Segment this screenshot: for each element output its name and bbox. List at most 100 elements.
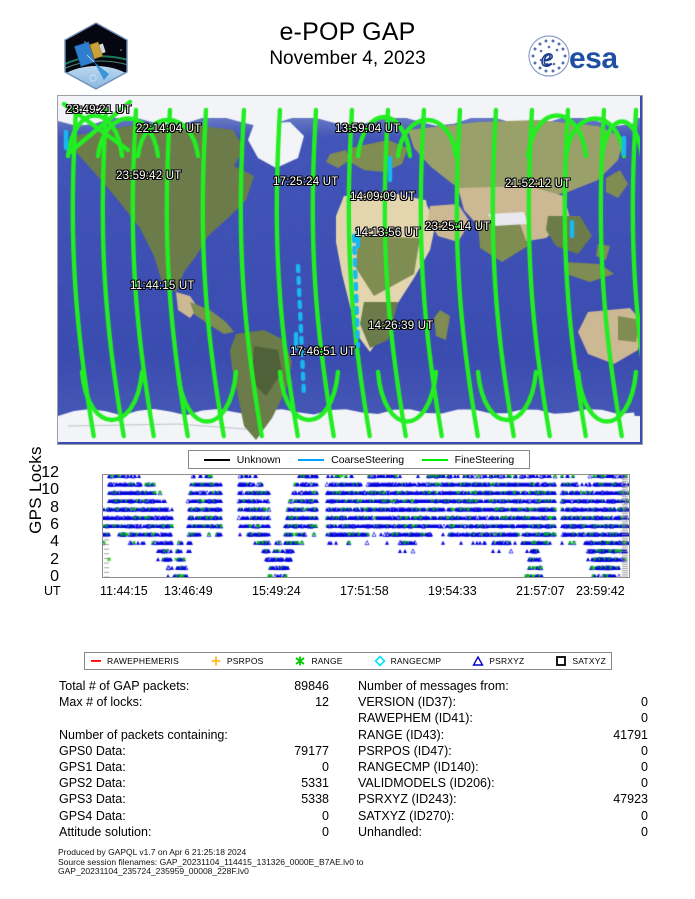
statistic-value: 47923 bbox=[613, 791, 648, 807]
statistic-label: GPS1 Data: bbox=[59, 759, 126, 775]
statistic-value: 0 bbox=[641, 824, 648, 840]
statistic-row: VALIDMODELS (ID206): 0 bbox=[358, 775, 648, 791]
statistic-row: SATXYZ (ID270): 0 bbox=[358, 808, 648, 824]
statistic-value: 0 bbox=[322, 824, 329, 840]
gps-locks-x-tick: 23:59:42 bbox=[576, 584, 625, 598]
gps-locks-plot-canvas bbox=[103, 475, 629, 577]
statistic-row: VERSION (ID37): 0 bbox=[358, 694, 648, 710]
steering-legend-label: Unknown bbox=[237, 454, 281, 466]
message-legend-item: RANGE bbox=[294, 655, 342, 667]
statistic-value: 0 bbox=[641, 710, 648, 726]
statistics-section: Total # of GAP packets: 89846 Max # of loc… bbox=[0, 678, 695, 838]
gps-locks-x-tick: 17:51:58 bbox=[340, 584, 389, 598]
statistic-value: 0 bbox=[641, 759, 648, 775]
steering-legend-swatch bbox=[422, 459, 448, 461]
ground-track-map[interactable]: 23:49:21 UT 22:14:04 UT 13:59:04 UT 23:59:4… bbox=[57, 95, 643, 445]
steering-legend-item: FineSteering bbox=[422, 454, 515, 466]
statistic-row: GPS0 Data: 79177 bbox=[59, 743, 329, 759]
message-legend-item: RANGECMP bbox=[374, 655, 442, 667]
message-statistics-column: Number of messages from: VERSION (ID37): 0… bbox=[358, 678, 648, 840]
gps-locks-x-ticks: 11:44:15 13:46:49 15:49:24 17:51:58 19:54:33… bbox=[0, 584, 695, 600]
message-type-legend: RAWEPHEMERIS PSRPOS RANGE RANGECMP PSRXYZ SAT… bbox=[84, 652, 612, 670]
statistic-label: RANGECMP (ID140): bbox=[358, 759, 479, 775]
ground-track-time-label: 17:46:51 UT bbox=[290, 346, 356, 358]
gps-locks-y-tick: 10 bbox=[19, 482, 59, 498]
message-legend-marker-icon bbox=[90, 655, 102, 667]
message-legend-label: RANGECMP bbox=[391, 656, 442, 666]
ground-track-time-label: 23:59:42 UT bbox=[116, 170, 182, 182]
statistic-row: Max # of locks: 12 bbox=[59, 694, 329, 710]
message-legend-marker-icon bbox=[472, 655, 484, 667]
statistic-row: GPS2 Data: 5331 bbox=[59, 775, 329, 791]
statistic-row: RANGECMP (ID140): 0 bbox=[358, 759, 648, 775]
statistic-row: Attitude solution: 0 bbox=[59, 824, 329, 840]
statistic-label: Max # of locks: bbox=[59, 694, 142, 710]
gps-locks-x-tick: 21:57:07 bbox=[516, 584, 565, 598]
statistic-label: VALIDMODELS (ID206): bbox=[358, 775, 495, 791]
statistic-value: 0 bbox=[641, 775, 648, 791]
steering-legend-item: Unknown bbox=[204, 454, 281, 466]
statistic-row: GPS1 Data: 0 bbox=[59, 759, 329, 775]
statistic-row: RAWEPHEM (ID41): 0 bbox=[358, 710, 648, 726]
steering-mode-legend: Unknown CoarseSteering FineSteering bbox=[188, 450, 530, 469]
esa-wordmark: esa bbox=[569, 42, 618, 75]
statistic-label: RANGE (ID43): bbox=[358, 727, 444, 743]
ground-track-time-label: 21:52:12 UT bbox=[505, 178, 571, 190]
gps-locks-y-tick: 4 bbox=[19, 534, 59, 550]
gps-locks-y-tick: 6 bbox=[19, 517, 59, 533]
packets-heading: Number of packets containing: bbox=[59, 727, 329, 743]
statistic-value: 0 bbox=[641, 694, 648, 710]
ground-track-time-label: 17:25:24 UT bbox=[273, 176, 339, 188]
esa-logo-icon: e esa bbox=[527, 33, 637, 79]
statistic-row: GPS3 Data: 5338 bbox=[59, 791, 329, 807]
statistic-label: GPS3 Data: bbox=[59, 791, 126, 807]
messages-heading: Number of messages from: bbox=[358, 678, 648, 694]
statistic-label: Attitude solution: bbox=[59, 824, 151, 840]
message-legend-label: SATXYZ bbox=[572, 656, 606, 666]
message-legend-label: RAWEPHEMERIS bbox=[107, 656, 179, 666]
statistic-row: Total # of GAP packets: 89846 bbox=[59, 678, 329, 694]
gps-locks-x-tick: 15:49:24 bbox=[252, 584, 301, 598]
message-legend-label: PSRXYZ bbox=[489, 656, 524, 666]
gps-locks-plot-area[interactable] bbox=[102, 474, 630, 578]
statistic-label: RAWEPHEM (ID41): bbox=[358, 710, 473, 726]
ground-track-time-label: 14:09:09 UT bbox=[350, 191, 416, 203]
packet-statistics-column: Total # of GAP packets: 89846 Max # of loc… bbox=[59, 678, 329, 840]
statistic-value: 89846 bbox=[294, 678, 329, 694]
ground-track-time-label: 23:25:14 UT bbox=[425, 221, 491, 233]
provenance-footer: Produced by GAPQL v1.7 on Apr 6 21:25:18… bbox=[58, 848, 658, 877]
statistic-row: GPS4 Data: 0 bbox=[59, 808, 329, 824]
gps-locks-y-tick: 12 bbox=[19, 465, 59, 481]
statistic-label: GPS0 Data: bbox=[59, 743, 126, 759]
steering-legend-label: CoarseSteering bbox=[331, 454, 404, 466]
statistic-value: 79177 bbox=[294, 743, 329, 759]
ground-track-time-label: 14:26:39 UT bbox=[368, 320, 434, 332]
statistic-value: 5331 bbox=[301, 775, 329, 791]
mission-patch-label: CASSIOPE bbox=[82, 81, 109, 86]
footer-line-source-2: GAP_20231104_235724_235959_00008_228F.lv… bbox=[58, 867, 658, 877]
statistic-label: Unhandled: bbox=[358, 824, 422, 840]
statistic-label: Total # of GAP packets: bbox=[59, 678, 189, 694]
statistic-label: GPS2 Data: bbox=[59, 775, 126, 791]
statistic-value: 0 bbox=[641, 808, 648, 824]
steering-legend-label: FineSteering bbox=[455, 454, 515, 466]
gps-locks-x-tick: 13:46:49 bbox=[164, 584, 213, 598]
page-header: CASSIOPE e-POP GAP November 4, 2023 bbox=[0, 0, 695, 92]
statistic-value: 41791 bbox=[613, 727, 648, 743]
statistic-label: PSRXYZ (ID243): bbox=[358, 791, 457, 807]
statistic-value: 12 bbox=[315, 694, 329, 710]
gps-locks-y-tick: 2 bbox=[19, 552, 59, 568]
statistic-label: PSRPOS (ID47): bbox=[358, 743, 452, 759]
message-legend-marker-icon bbox=[210, 655, 222, 667]
statistic-row: PSRPOS (ID47): 0 bbox=[358, 743, 648, 759]
ground-track-time-label: 14:13:56 UT bbox=[355, 227, 421, 239]
statistic-row: RANGE (ID43): 41791 bbox=[358, 727, 648, 743]
message-legend-marker-icon bbox=[555, 655, 567, 667]
message-legend-label: RANGE bbox=[311, 656, 342, 666]
statistic-label: GPS4 Data: bbox=[59, 808, 126, 824]
message-legend-item: RAWEPHEMERIS bbox=[90, 655, 179, 667]
steering-legend-swatch bbox=[204, 459, 230, 461]
steering-legend-swatch bbox=[298, 459, 324, 461]
stats-spacer bbox=[59, 710, 329, 726]
ground-track-time-label: 23:49:21 UT bbox=[66, 104, 132, 116]
